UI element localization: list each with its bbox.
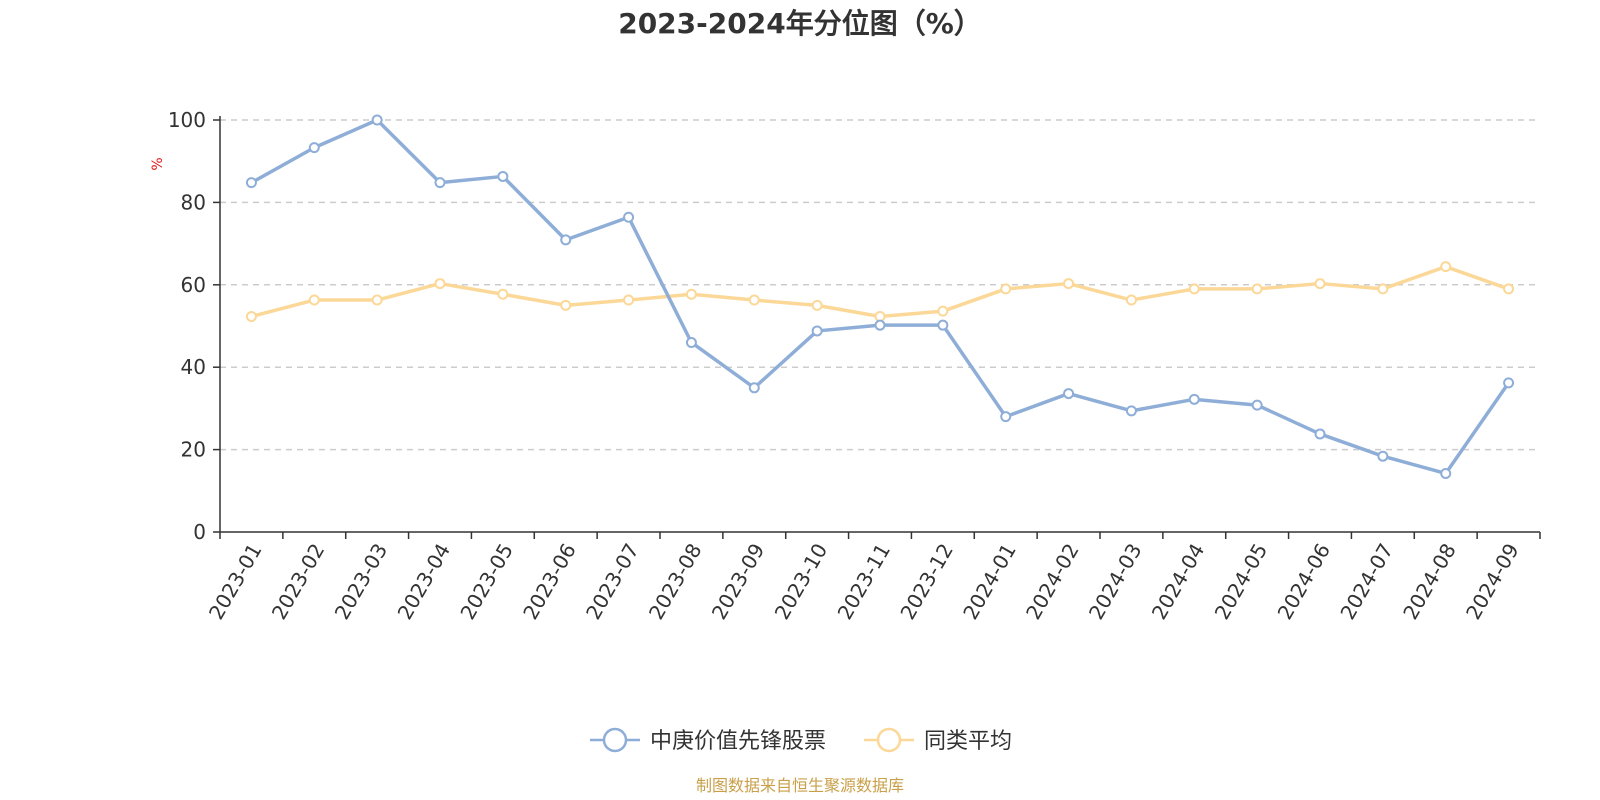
x-tick-label: 2023-03 (330, 539, 393, 623)
data-point[interactable] (1314, 278, 1326, 290)
x-tick-label: 2024-09 (1461, 539, 1524, 623)
x-tick-label: 2023-09 (707, 539, 770, 623)
data-point[interactable] (874, 311, 886, 323)
x-tick-label: 2023-04 (393, 539, 456, 623)
data-point[interactable] (748, 294, 760, 306)
y-tick-label: 80 (181, 190, 206, 214)
source-note: 制图数据来自恒生聚源数据库 (696, 776, 904, 795)
data-point[interactable] (1251, 283, 1263, 295)
x-tick-label: 2024-03 (1084, 539, 1147, 623)
legend-label: 中庚价值先锋股票 (650, 729, 826, 754)
y-axis-ticks: 0 20 40 60 80 100 (168, 108, 220, 544)
data-point[interactable] (560, 234, 572, 246)
data-point[interactable] (1440, 467, 1452, 479)
x-tick-label: 2023-07 (581, 539, 644, 623)
data-point[interactable] (1000, 411, 1012, 423)
data-point[interactable] (1125, 294, 1137, 306)
y-tick-label: 60 (181, 273, 206, 297)
data-point[interactable] (1125, 405, 1137, 417)
y-tick-label: 40 (181, 355, 206, 379)
x-tick-label: 2023-11 (833, 539, 896, 623)
data-point[interactable] (245, 311, 257, 323)
data-point[interactable] (308, 294, 320, 306)
data-point[interactable] (1188, 393, 1200, 405)
data-point[interactable] (811, 325, 823, 337)
data-point[interactable] (560, 299, 572, 311)
data-point[interactable] (1503, 377, 1515, 389)
data-point[interactable] (1063, 278, 1075, 290)
data-point[interactable] (1063, 388, 1075, 400)
legend-marker (876, 727, 902, 753)
series-layer (245, 114, 1515, 479)
x-axis-ticks: 2023-01 2023-02 2023-03 2023-04 2023-05 2023-… (204, 532, 1541, 624)
x-tick-label: 2024-07 (1335, 539, 1398, 623)
data-point[interactable] (685, 288, 697, 300)
y-tick-label: 0 (193, 520, 206, 544)
y-tick-label: 20 (181, 438, 206, 462)
data-point[interactable] (245, 177, 257, 189)
axes (219, 116, 1540, 533)
data-point[interactable] (497, 288, 509, 300)
x-tick-label: 2023-02 (267, 539, 330, 623)
x-tick-label: 2023-06 (518, 539, 581, 623)
data-point[interactable] (1188, 283, 1200, 295)
x-tick-label: 2024-08 (1398, 539, 1461, 623)
data-point[interactable] (434, 278, 446, 290)
legend: 中庚价值先锋股票 同类平均 (590, 727, 1012, 754)
x-tick-label: 2023-10 (770, 539, 833, 623)
y-axis-label: % (150, 157, 166, 170)
series-line (250, 118, 1511, 476)
x-tick-label: 2023-01 (204, 539, 267, 623)
data-point[interactable] (371, 294, 383, 306)
data-point[interactable] (371, 114, 383, 126)
data-point[interactable] (434, 177, 446, 189)
x-tick-label: 2023-05 (455, 539, 518, 623)
x-tick-label: 2024-01 (958, 539, 1021, 623)
data-point[interactable] (937, 305, 949, 317)
data-point[interactable] (1377, 283, 1389, 295)
series-0 (245, 114, 1515, 479)
data-point[interactable] (1314, 428, 1326, 440)
legend-label: 同类平均 (924, 729, 1012, 754)
data-point[interactable] (623, 211, 635, 223)
legend-item-0[interactable]: 中庚价值先锋股票 (590, 727, 826, 754)
data-point[interactable] (1440, 261, 1452, 273)
x-tick-label: 2024-02 (1021, 539, 1084, 623)
data-point[interactable] (1503, 283, 1515, 295)
data-point[interactable] (308, 142, 320, 154)
data-point[interactable] (874, 319, 886, 331)
data-point[interactable] (623, 294, 635, 306)
legend-marker (602, 727, 628, 753)
data-point[interactable] (1377, 450, 1389, 462)
data-point[interactable] (685, 336, 697, 348)
legend-item-1[interactable]: 同类平均 (864, 727, 1012, 754)
data-point[interactable] (497, 170, 509, 182)
x-tick-label: 2024-04 (1147, 539, 1210, 623)
x-tick-label: 2023-12 (895, 539, 958, 623)
data-point[interactable] (1000, 283, 1012, 295)
x-tick-label: 2024-06 (1273, 539, 1336, 623)
x-tick-label: 2023-08 (644, 539, 707, 623)
data-point[interactable] (1251, 399, 1263, 411)
x-tick-label: 2024-05 (1210, 539, 1273, 623)
data-point[interactable] (811, 299, 823, 311)
series-line (250, 264, 1510, 319)
data-point[interactable] (937, 319, 949, 331)
series-1 (245, 261, 1515, 323)
data-point[interactable] (748, 382, 760, 394)
chart-title: 2023-2024年分位图（%） (618, 7, 982, 40)
y-tick-label: 100 (168, 108, 206, 132)
